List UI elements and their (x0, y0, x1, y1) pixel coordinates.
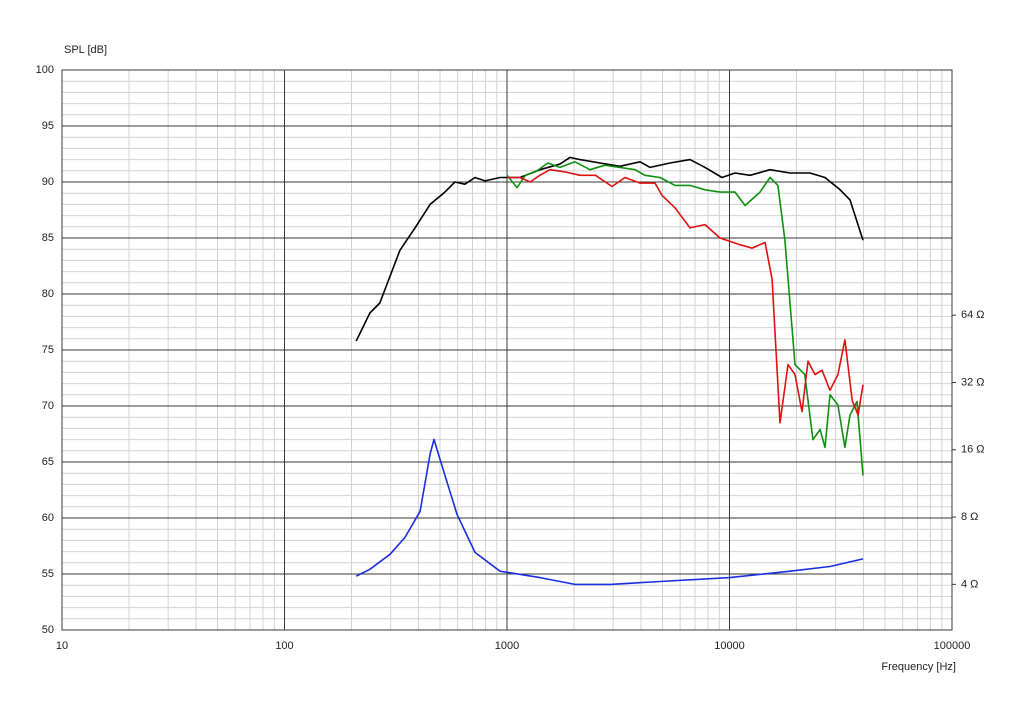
y-tick-label: 100 (36, 64, 54, 76)
y-tick-label: 50 (42, 624, 54, 636)
y-tick-label: 75 (42, 344, 54, 356)
y-axis-label: SPL [dB] (64, 44, 107, 56)
y2-tick-label: 4 Ω (961, 578, 978, 590)
y-tick-label: 65 (42, 456, 54, 468)
series-line (507, 168, 864, 424)
x-axis-label: Frequency [Hz] (881, 661, 956, 673)
plot-frame (61, 69, 953, 631)
x-tick-label: 100 (275, 640, 293, 652)
series-line (355, 156, 864, 342)
x-tick-label: 100000 (934, 640, 971, 652)
y2-tick-label: 64 Ω (961, 309, 985, 321)
grid: 10 100 1000 10000 100000 50 55 60 65 70 75 80 85 90 95… (36, 64, 985, 652)
y-tick-label: 55 (42, 568, 54, 580)
y2-tick-label: 16 Ω (961, 444, 985, 456)
y-tick-label: 70 (42, 400, 54, 412)
y2-tick-label: 8 Ω (961, 511, 978, 523)
y-tick-label: 95 (42, 120, 54, 132)
y-tick-label: 60 (42, 512, 54, 524)
y-tick-label: 80 (42, 288, 54, 300)
y-tick-label: 85 (42, 232, 54, 244)
x-tick-label: 1000 (495, 640, 519, 652)
y-tick-label: 90 (42, 176, 54, 188)
plot (355, 156, 864, 586)
series-line (355, 438, 864, 586)
x-tick-label: 10 (56, 640, 68, 652)
x-tick-label: 10000 (714, 640, 745, 652)
series-line (506, 161, 864, 476)
y2-tick-label: 32 Ω (961, 376, 985, 388)
